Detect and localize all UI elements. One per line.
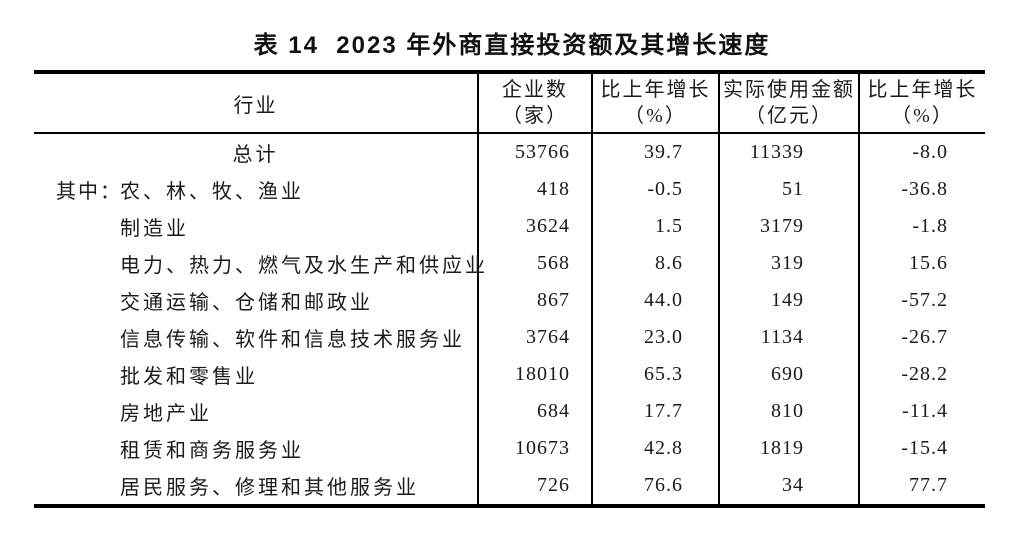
amount-used-cell: 11339 (718, 133, 859, 171)
row-label: 房地产业 (120, 403, 212, 425)
industry-cell: 交通运输、仓储和邮政业 (34, 282, 478, 319)
enterprise-growth-cell: 65.3 (591, 356, 719, 393)
industry-cell: 居民服务、修理和其他服务业 (34, 467, 478, 506)
industry-cell: 租赁和商务服务业 (34, 430, 478, 467)
table-row: 总计 53766 39.7 11339 -8.0 (34, 133, 985, 171)
header-line1: 比上年增长 (600, 79, 711, 101)
amount-used-cell: 319 (718, 245, 859, 282)
enterprise-growth-cell: 23.0 (591, 319, 719, 356)
header-line2: （亿元） (745, 105, 833, 127)
col-header-industry: 行业 (34, 72, 478, 134)
enterprise-growth-cell: 8.6 (591, 245, 719, 282)
enterprise-growth-cell: 1.5 (591, 208, 719, 245)
header-row: 行业 企业数 （家） 比上年增长 （%） 实际使用金额 （亿元） 比上年增长 （… (34, 72, 985, 134)
amount-used-cell: 1819 (718, 430, 859, 467)
amount-growth-cell: -11.4 (858, 393, 985, 430)
table-row: 信息传输、软件和信息技术服务业 3764 23.0 1134 -26.7 (34, 319, 985, 356)
col-header-amount-growth: 比上年增长 （%） (858, 72, 985, 134)
amount-growth-cell: -28.2 (858, 356, 985, 393)
row-prefix: 其中： (56, 181, 122, 203)
amount-growth-cell: 77.7 (858, 467, 985, 506)
amount-growth-cell: -36.8 (858, 171, 985, 208)
enterprise-count-cell: 3764 (477, 319, 592, 356)
enterprise-count-cell: 418 (477, 171, 592, 208)
amount-growth-cell: 15.6 (858, 245, 985, 282)
industry-cell: 批发和零售业 (34, 356, 478, 393)
enterprise-growth-cell: 44.0 (591, 282, 719, 319)
industry-cell: 电力、热力、燃气及水生产和供应业 (34, 245, 485, 282)
enterprise-growth-cell: 42.8 (591, 430, 719, 467)
amount-used-cell: 3179 (718, 208, 859, 245)
enterprise-growth-cell: 76.6 (591, 467, 719, 506)
row-label: 总计 (232, 144, 279, 166)
header-line1: 企业数 (502, 79, 568, 101)
row-label: 电力、热力、燃气及水生产和供应业 (120, 255, 488, 277)
header-line1: 实际使用金额 (723, 79, 855, 101)
row-label: 批发和零售业 (120, 366, 258, 388)
amount-growth-cell: -15.4 (858, 430, 985, 467)
industry-cell: 房地产业 (34, 393, 478, 430)
enterprise-count-cell: 568 (477, 245, 592, 282)
row-label: 信息传输、软件和信息技术服务业 (120, 329, 465, 351)
enterprise-count-cell: 867 (477, 282, 592, 319)
amount-growth-cell: -57.2 (858, 282, 985, 319)
fdi-table: 行业 企业数 （家） 比上年增长 （%） 实际使用金额 （亿元） 比上年增长 （… (34, 70, 985, 508)
table-row: 交通运输、仓储和邮政业 867 44.0 149 -57.2 (34, 282, 985, 319)
col-header-enterprise-count: 企业数 （家） (477, 72, 592, 134)
industry-cell: 信息传输、软件和信息技术服务业 (34, 319, 478, 356)
amount-used-cell: 149 (718, 282, 859, 319)
industry-cell: 总计 (34, 133, 478, 171)
row-label: 居民服务、修理和其他服务业 (120, 477, 419, 499)
amount-growth-cell: -8.0 (858, 133, 985, 171)
industry-cell: 其中：农、林、牧、渔业 (34, 171, 478, 208)
amount-growth-cell: -26.7 (858, 319, 985, 356)
enterprise-growth-cell: 39.7 (591, 133, 719, 171)
page-title: 表 14 2023 年外商直接投资额及其增长速度 (253, 32, 771, 59)
enterprise-count-cell: 3624 (477, 208, 592, 245)
enterprise-count-cell: 18010 (477, 356, 592, 393)
row-label: 交通运输、仓储和邮政业 (120, 292, 373, 314)
enterprise-count-cell: 726 (477, 467, 592, 506)
header-line2: （家） (502, 105, 568, 127)
amount-used-cell: 34 (718, 467, 859, 506)
table-row: 租赁和商务服务业 10673 42.8 1819 -15.4 (34, 430, 985, 467)
enterprise-count-cell: 684 (477, 393, 592, 430)
table-row: 居民服务、修理和其他服务业 726 76.6 34 77.7 (34, 467, 985, 506)
table-row: 批发和零售业 18010 65.3 690 -28.2 (34, 356, 985, 393)
amount-used-cell: 690 (718, 356, 859, 393)
table-row: 房地产业 684 17.7 810 -11.4 (34, 393, 985, 430)
header-line2: （%） (891, 105, 954, 127)
enterprise-growth-cell: -0.5 (591, 171, 719, 208)
enterprise-count-cell: 10673 (477, 430, 592, 467)
row-label: 租赁和商务服务业 (120, 440, 304, 462)
amount-used-cell: 51 (718, 171, 859, 208)
table-row: 电力、热力、燃气及水生产和供应业 568 8.6 319 15.6 (34, 245, 985, 282)
header-line1: 比上年增长 (867, 79, 978, 101)
col-header-enterprise-growth: 比上年增长 （%） (591, 72, 719, 134)
amount-used-cell: 1134 (718, 319, 859, 356)
enterprise-growth-cell: 17.7 (591, 393, 719, 430)
col-header-amount-used: 实际使用金额 （亿元） (718, 72, 859, 134)
enterprise-count-cell: 53766 (477, 133, 592, 171)
row-label: 制造业 (120, 218, 189, 240)
table-row: 其中：农、林、牧、渔业 418 -0.5 51 -36.8 (34, 171, 985, 208)
industry-cell: 制造业 (34, 208, 478, 245)
amount-growth-cell: -1.8 (858, 208, 985, 245)
table-row: 制造业 3624 1.5 3179 -1.8 (34, 208, 985, 245)
header-line2: （%） (624, 105, 687, 127)
amount-used-cell: 810 (718, 393, 859, 430)
row-label: 农、林、牧、渔业 (120, 181, 304, 203)
